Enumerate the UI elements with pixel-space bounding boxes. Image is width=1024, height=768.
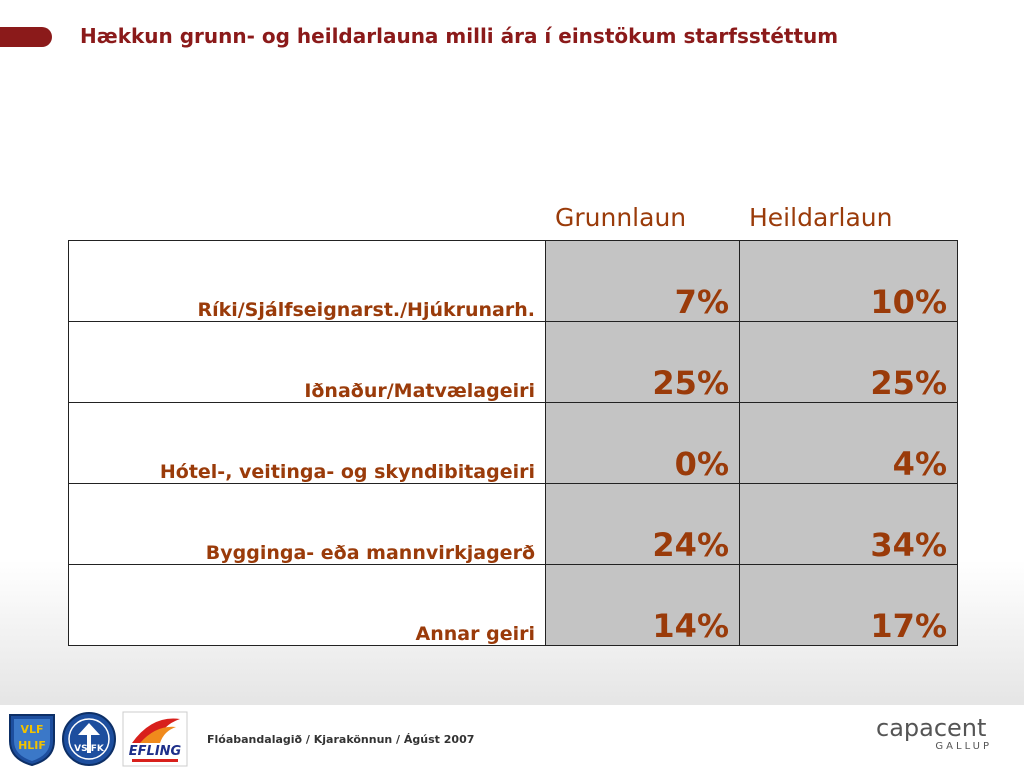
vsfk-logo: VS FK	[62, 712, 116, 766]
wage-increase-table: Ríki/Sjálfseignarst./Hjúkrunarh. 7% 10% …	[68, 240, 958, 646]
capacent-gallup-logo: capacent GALLUP	[876, 715, 996, 752]
heildarlaun-value: 34%	[739, 483, 958, 565]
column-header-grunnlaun: Grunnlaun	[555, 203, 687, 232]
table-row: Bygginga- eða mannvirkjagerð 24% 34%	[68, 483, 958, 565]
page-title: Hækkun grunn- og heildarlauna milli ára …	[80, 24, 839, 48]
row-label: Bygginga- eða mannvirkjagerð	[68, 483, 546, 565]
heildarlaun-value: 10%	[739, 240, 958, 322]
row-label: Hótel-, veitinga- og skyndibitageiri	[68, 402, 546, 484]
efling-logo-text: EFLING	[129, 744, 182, 759]
table-row: Iðnaður/Matvælageiri 25% 25%	[68, 321, 958, 403]
footer: VLF HLIF VS FK EFLING Flóabandalagið / K…	[0, 705, 1024, 768]
title-accent-bar	[0, 27, 52, 47]
capacent-logo-name: capacent	[876, 714, 987, 742]
row-label: Ríki/Sjálfseignarst./Hjúkrunarh.	[68, 240, 546, 322]
grunnlaun-value: 14%	[545, 564, 740, 646]
grunnlaun-value: 24%	[545, 483, 740, 565]
row-label: Annar geiri	[68, 564, 546, 646]
grunnlaun-value: 0%	[545, 402, 740, 484]
heildarlaun-value: 4%	[739, 402, 958, 484]
footer-text: Flóabandalagið / Kjarakönnun / Ágúst 200…	[207, 733, 475, 746]
table-row: Annar geiri 14% 17%	[68, 564, 958, 646]
vlf-hlif-logo: VLF HLIF	[9, 714, 55, 767]
heildarlaun-value: 17%	[739, 564, 958, 646]
capacent-logo-sub: GALLUP	[935, 741, 992, 752]
vsfk-logo-text: VS FK	[74, 744, 105, 754]
table-row: Hótel-, veitinga- og skyndibitageiri 0% …	[68, 402, 958, 484]
grunnlaun-value: 25%	[545, 321, 740, 403]
grunnlaun-value: 7%	[545, 240, 740, 322]
row-label: Iðnaður/Matvælageiri	[68, 321, 546, 403]
vlf-logo-text-bottom: HLIF	[18, 739, 46, 752]
table-row: Ríki/Sjálfseignarst./Hjúkrunarh. 7% 10%	[68, 240, 958, 322]
efling-logo: EFLING	[122, 711, 188, 767]
heildarlaun-value: 25%	[739, 321, 958, 403]
vlf-logo-text-top: VLF	[20, 723, 43, 736]
column-header-heildarlaun: Heildarlaun	[749, 203, 893, 232]
